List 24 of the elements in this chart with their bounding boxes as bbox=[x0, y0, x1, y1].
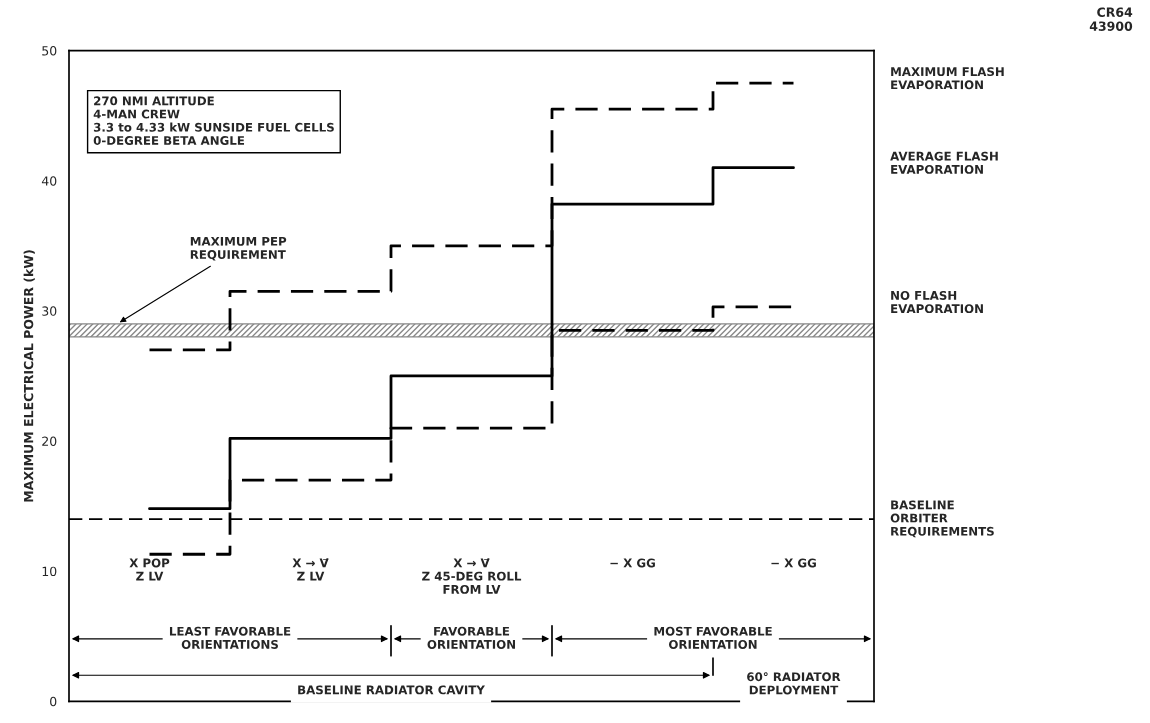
y-tick-label: 40 bbox=[41, 176, 57, 186]
annotation: MOST FAVORABLE ORIENTATION bbox=[654, 626, 772, 649]
band-label: MAXIMUM PEP REQUIREMENT bbox=[190, 237, 287, 261]
x-tick-label: − X GG bbox=[771, 558, 816, 568]
annotation: 270 NMI ALTITUDE 4-MAN CREW 3.3 to 4.33 kW SUNSIDE FUEL CELLS 0-DEGREE BETA ANGLE bbox=[93, 96, 334, 145]
annotation: FAVORABLE ORIENTATION bbox=[427, 626, 516, 649]
y-axis-title: MAXIMUM ELECTRICAL POWER (kW) bbox=[23, 250, 35, 502]
annotation: BASELINE RADIATOR CAVITY bbox=[298, 685, 485, 695]
text: CR64 43900 bbox=[1089, 7, 1133, 31]
text: NO FLASH EVAPORATION bbox=[891, 290, 983, 314]
x-tick-label: − X GG bbox=[610, 558, 655, 568]
x-tick-label: X → V⃗ Z LV bbox=[292, 558, 329, 581]
text: AVERAGE FLASH EVAPORATION bbox=[890, 151, 998, 174]
x-tick-label: X POP Z LV bbox=[129, 558, 170, 581]
y-tick-label: 10 bbox=[42, 566, 57, 577]
y-tick-label: 20 bbox=[42, 436, 57, 446]
y-tick-label: 0 bbox=[50, 696, 57, 707]
y-tick-label: 50 bbox=[42, 46, 57, 56]
ref-line-label: BASELINE ORBITER REQUIREMENTS bbox=[890, 500, 994, 538]
x-tick-label: X → V⃗ Z 45-DEG ROLL FROM LV bbox=[422, 558, 522, 594]
y-tick-label: 30 bbox=[42, 306, 57, 316]
annotation: LEAST FAVORABLE ORIENTATIONS bbox=[169, 626, 291, 649]
text: MAXIMUM FLASH EVAPORATION bbox=[891, 67, 1004, 90]
annotation: 60° RADIATOR DEPLOYMENT bbox=[747, 672, 841, 695]
